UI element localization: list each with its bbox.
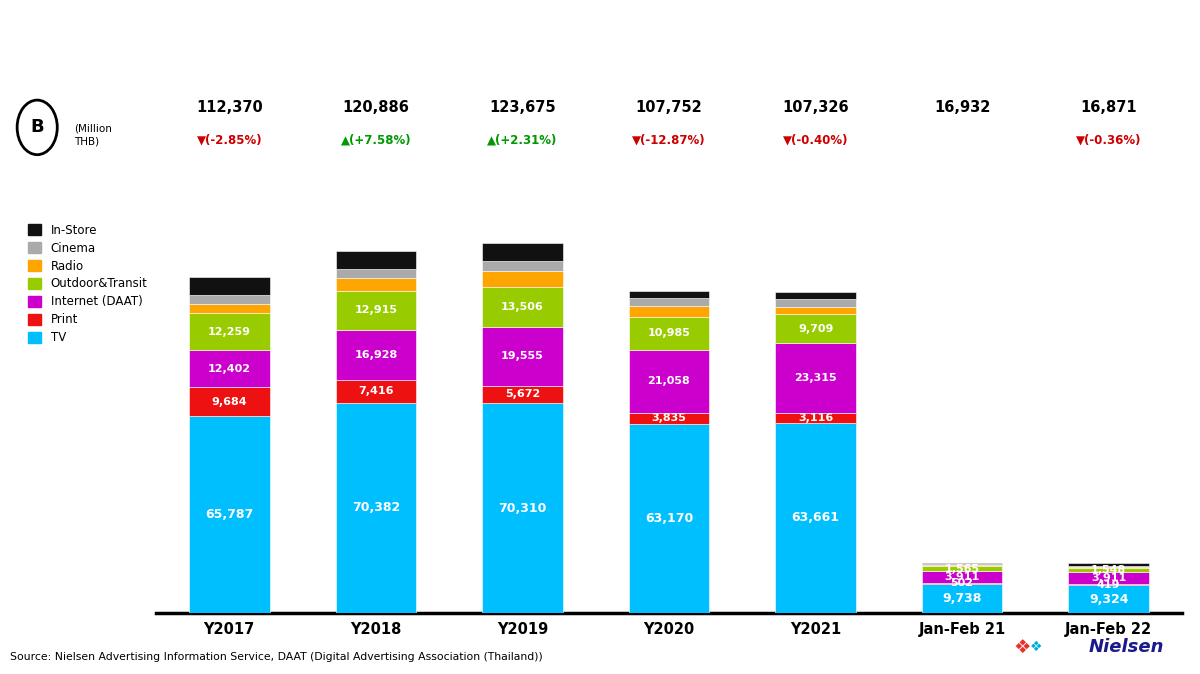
Bar xyxy=(336,278,416,291)
Text: ❖: ❖ xyxy=(1013,638,1031,656)
Bar xyxy=(188,277,270,295)
Bar xyxy=(922,582,1002,584)
Bar xyxy=(1068,567,1150,568)
Text: ▼(-0.40%): ▼(-0.40%) xyxy=(782,133,848,146)
Bar xyxy=(1068,584,1150,586)
Text: 5,672: 5,672 xyxy=(505,389,540,399)
Bar xyxy=(922,564,1002,565)
Bar xyxy=(188,295,270,304)
Bar xyxy=(188,417,270,613)
Bar xyxy=(336,269,416,278)
Bar xyxy=(1068,568,1150,572)
Bar xyxy=(775,423,856,613)
Bar xyxy=(336,402,416,613)
Text: 9,684: 9,684 xyxy=(211,397,247,407)
Text: 12,259: 12,259 xyxy=(208,327,251,337)
Bar xyxy=(775,292,856,299)
Text: 3,116: 3,116 xyxy=(798,413,833,423)
Bar xyxy=(922,563,1002,564)
Text: 7,416: 7,416 xyxy=(358,386,394,396)
Bar xyxy=(336,330,416,380)
Text: 16,928: 16,928 xyxy=(354,350,397,360)
Text: 112,370: 112,370 xyxy=(196,100,263,115)
Bar xyxy=(1068,572,1150,584)
Bar xyxy=(629,412,709,424)
Legend: In-Store, Cinema, Radio, Outdoor&Transit, Internet (DAAT), Print, TV: In-Store, Cinema, Radio, Outdoor&Transit… xyxy=(23,219,152,349)
Text: ▼(-2.85%): ▼(-2.85%) xyxy=(197,133,262,146)
Text: 502: 502 xyxy=(950,578,973,588)
Text: 65,787: 65,787 xyxy=(205,508,253,521)
Text: (Million
THB): (Million THB) xyxy=(74,123,113,146)
Bar xyxy=(1068,563,1150,565)
Text: 123,675: 123,675 xyxy=(490,100,556,115)
Text: 21,058: 21,058 xyxy=(648,376,690,386)
Bar xyxy=(188,304,270,313)
Text: ▲(+2.31%): ▲(+2.31%) xyxy=(487,133,558,146)
Text: ▼(-12.87%): ▼(-12.87%) xyxy=(632,133,706,146)
Text: 3,911: 3,911 xyxy=(944,572,979,582)
Text: 9,709: 9,709 xyxy=(798,324,833,334)
Bar xyxy=(629,317,709,350)
Bar xyxy=(775,344,856,413)
Text: 120,886: 120,886 xyxy=(342,100,409,115)
Bar xyxy=(482,286,563,327)
Bar xyxy=(1068,586,1150,613)
Bar xyxy=(922,566,1002,571)
Bar xyxy=(922,571,1002,582)
Text: B: B xyxy=(30,119,44,136)
Bar xyxy=(629,290,709,298)
Text: 107,752: 107,752 xyxy=(636,100,702,115)
Text: 107,326: 107,326 xyxy=(782,100,848,115)
Text: 12,915: 12,915 xyxy=(354,305,397,315)
Bar xyxy=(775,307,856,314)
Text: 419: 419 xyxy=(1097,580,1121,590)
Text: 1,565: 1,565 xyxy=(944,563,979,574)
Text: 12,402: 12,402 xyxy=(208,364,251,373)
Bar xyxy=(482,386,563,403)
Bar xyxy=(482,261,563,272)
Text: 13,506: 13,506 xyxy=(502,302,544,312)
Text: ▼(-0.36%): ▼(-0.36%) xyxy=(1076,133,1141,146)
Bar xyxy=(336,291,416,330)
Bar xyxy=(629,305,709,317)
Bar xyxy=(1068,565,1150,567)
Text: 70,310: 70,310 xyxy=(498,501,547,514)
Bar xyxy=(188,350,270,388)
Bar xyxy=(482,403,563,613)
Bar xyxy=(482,272,563,286)
Text: ▲(+7.58%): ▲(+7.58%) xyxy=(341,133,412,146)
Text: 3,911: 3,911 xyxy=(1091,574,1127,583)
Text: ❖: ❖ xyxy=(1031,640,1043,654)
Text: Source: Nielsen Advertising Information Service, DAAT (Digital Advertising Assoc: Source: Nielsen Advertising Information … xyxy=(10,652,542,662)
Bar xyxy=(188,388,270,417)
Text: 70,382: 70,382 xyxy=(352,501,400,514)
Bar xyxy=(775,299,856,307)
Bar xyxy=(482,243,563,261)
Bar xyxy=(336,251,416,269)
Bar xyxy=(775,413,856,423)
Bar xyxy=(188,313,270,350)
Text: 9,324: 9,324 xyxy=(1088,593,1128,606)
Bar xyxy=(629,298,709,305)
Text: 63,170: 63,170 xyxy=(644,512,694,525)
Bar xyxy=(336,380,416,402)
Bar xyxy=(775,314,856,344)
Text: 3,835: 3,835 xyxy=(652,413,686,423)
Bar xyxy=(629,350,709,412)
Text: 63,661: 63,661 xyxy=(792,512,840,524)
Text: 9,738: 9,738 xyxy=(942,592,982,605)
Text: 23,315: 23,315 xyxy=(794,373,836,384)
Text: 16,871: 16,871 xyxy=(1080,100,1138,115)
Bar xyxy=(629,424,709,613)
Text: THAILAND MEDIA SPENDING: THAILAND MEDIA SPENDING xyxy=(25,30,534,61)
Text: 10,985: 10,985 xyxy=(648,328,690,338)
Bar xyxy=(482,327,563,386)
Text: 1,548: 1,548 xyxy=(1091,565,1127,575)
Bar xyxy=(922,565,1002,566)
Text: Nielsen: Nielsen xyxy=(1090,638,1164,656)
Text: 16,932: 16,932 xyxy=(934,100,990,115)
Text: 19,555: 19,555 xyxy=(502,351,544,361)
Bar xyxy=(922,584,1002,613)
